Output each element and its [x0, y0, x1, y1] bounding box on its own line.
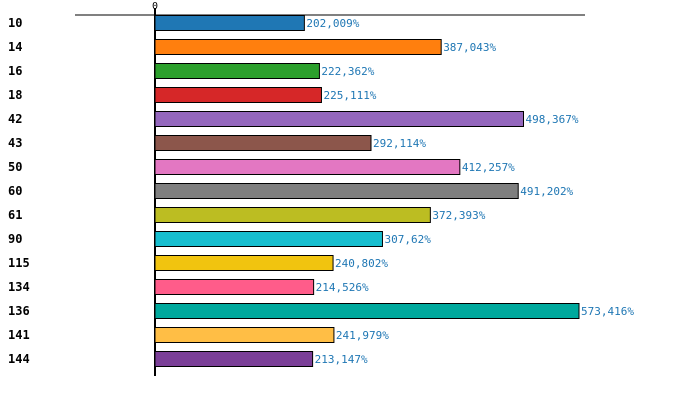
value-label: 202,009% — [306, 17, 359, 30]
category-label: 90 — [8, 232, 22, 246]
bar — [154, 15, 305, 31]
bar — [154, 159, 461, 175]
category-label: 115 — [8, 256, 30, 270]
category-label: 134 — [8, 280, 30, 294]
category-label: 61 — [8, 208, 22, 222]
bar — [154, 327, 335, 343]
value-label: 412,257% — [462, 161, 515, 174]
bar — [154, 255, 334, 271]
value-label: 387,043% — [443, 41, 496, 54]
value-label: 372,393% — [432, 209, 485, 222]
category-label: 18 — [8, 88, 22, 102]
bar — [154, 183, 519, 199]
bar — [154, 303, 580, 319]
value-label: 573,416% — [581, 305, 634, 318]
value-label: 240,802% — [335, 257, 388, 270]
bar — [154, 87, 322, 103]
category-label: 136 — [8, 304, 30, 318]
category-label: 144 — [8, 352, 30, 366]
value-label: 292,114% — [373, 137, 426, 150]
bar — [154, 207, 431, 223]
value-label: 307,62% — [384, 233, 431, 246]
category-label: 16 — [8, 64, 22, 78]
bar — [154, 231, 383, 247]
bar — [154, 135, 372, 151]
bar — [154, 63, 320, 79]
value-label: 225,111% — [323, 89, 376, 102]
bars-group: 10 202,009% 14 387,043% 16 222,362% 18 225,111%… — [8, 15, 634, 367]
category-label: 14 — [8, 40, 22, 54]
value-label: 213,147% — [315, 353, 368, 366]
category-label: 60 — [8, 184, 22, 198]
category-label: 10 — [8, 16, 22, 30]
bar — [154, 39, 442, 55]
category-label: 50 — [8, 160, 22, 174]
value-label: 491,202% — [520, 185, 573, 198]
bar — [154, 111, 525, 127]
value-label: 214,526% — [316, 281, 369, 294]
category-label: 43 — [8, 136, 22, 150]
bar — [154, 351, 314, 367]
value-label: 222,362% — [321, 65, 374, 78]
bar — [154, 279, 315, 295]
x-tick-label: 0 — [152, 1, 158, 12]
category-label: 42 — [8, 112, 22, 126]
value-label: 241,979% — [336, 329, 389, 342]
value-label: 498,367% — [526, 113, 579, 126]
category-label: 141 — [8, 328, 30, 342]
